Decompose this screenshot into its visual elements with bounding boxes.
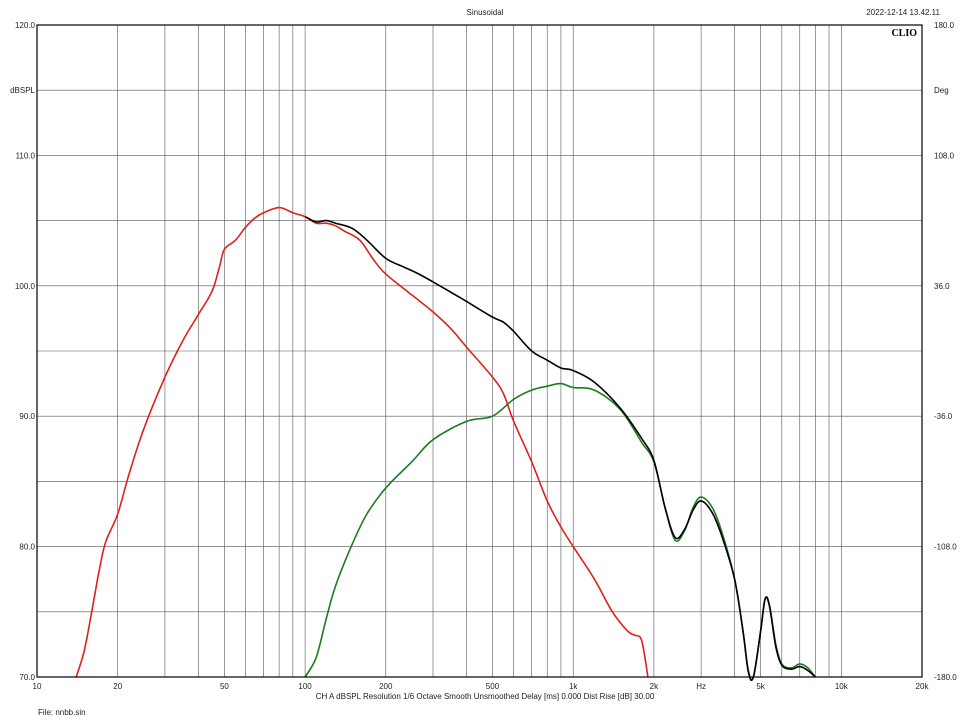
x-tick-label: 500 <box>486 682 500 691</box>
clio-logo: CLIO <box>891 28 917 39</box>
series-line-3 <box>304 215 816 682</box>
y2-tick-label: Deg <box>934 86 949 95</box>
status-line: CH A dBSPL Resolution 1/6 Octave Smooth … <box>315 692 655 701</box>
y-tick-label: dBSPL <box>10 86 35 95</box>
timestamp: 2022-12-14 13.42.11 <box>866 8 940 17</box>
tick-labels: 10 20 50 100 200 500 1k 2k Hz 5k 10k 20k 120.0 dBSPL 1… <box>10 21 957 691</box>
series-line-1 <box>75 206 649 678</box>
x-tick-label: 5k <box>756 682 765 691</box>
x-tick-label: 10k <box>835 682 849 691</box>
y2-tick-label: -108.0 <box>934 543 957 552</box>
x-tick-label: 200 <box>379 682 393 691</box>
y-tick-label: 120.0 <box>15 21 36 30</box>
y-tick-label: 80.0 <box>19 543 35 552</box>
y2-tick-label: -180.0 <box>934 673 957 682</box>
y-tick-label: 110.0 <box>16 151 36 160</box>
y2-tick-label: 108.0 <box>934 151 955 160</box>
y2-tick-label: 180.0 <box>934 21 955 30</box>
y2-tick-label: -36.0 <box>934 412 953 421</box>
y-tick-label: 100.0 <box>15 282 36 291</box>
series-group <box>75 206 816 682</box>
x-tick-label: Hz <box>696 682 706 691</box>
x-tick-label: 20 <box>113 682 122 691</box>
series-line-2 <box>304 382 816 681</box>
x-tick-label: 100 <box>298 682 312 691</box>
plot-frame <box>36 24 923 678</box>
x-tick-label: 50 <box>220 682 229 691</box>
x-tick-label: 2k <box>650 682 659 691</box>
x-tick-label: 10 <box>33 682 42 691</box>
x-tick-label: 20k <box>916 682 930 691</box>
y2-tick-label: 36.0 <box>934 282 950 291</box>
x-tick-label: 1k <box>569 682 578 691</box>
chart-title: Sinusoidal <box>466 8 504 17</box>
y-tick-label: 90.0 <box>19 412 35 421</box>
file-name: File: nnbb.sin <box>38 708 86 717</box>
y-tick-label: 70.0 <box>19 673 35 682</box>
grid <box>37 25 922 677</box>
